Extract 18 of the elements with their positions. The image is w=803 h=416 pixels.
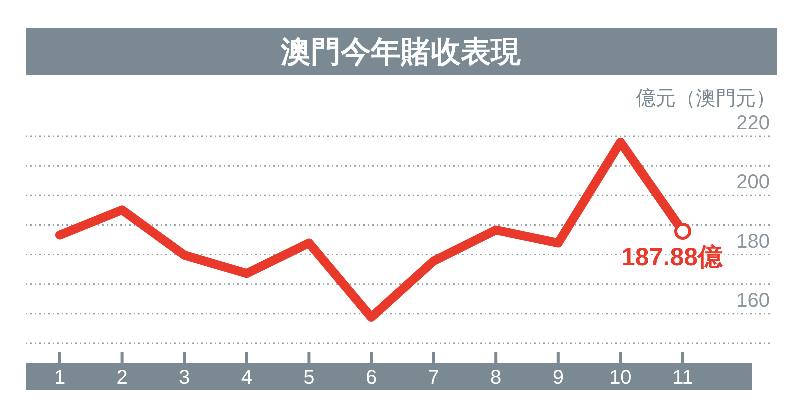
y-tick-label: 220 xyxy=(736,112,770,134)
x-tick-label: 8 xyxy=(490,367,502,389)
x-tick-label: 7 xyxy=(428,367,440,389)
y-tick-label: 200 xyxy=(736,172,770,194)
x-tick-label: 2 xyxy=(116,367,128,389)
x-tick-label: 9 xyxy=(552,367,564,389)
x-tick-label: 4 xyxy=(241,367,252,389)
y-tick-label: 160 xyxy=(736,290,770,312)
x-tick-label: 3 xyxy=(179,367,190,389)
annotation: 187.88億 xyxy=(622,243,724,272)
x-tick-label: 5 xyxy=(304,367,315,389)
x-tick-label: 11 xyxy=(672,367,694,389)
x-tick-label: 1 xyxy=(54,367,66,389)
x-tick-label: 10 xyxy=(610,367,632,389)
x-tick-label: 6 xyxy=(366,367,378,389)
y-tick-label: 180 xyxy=(736,230,770,253)
chart-title: 澳門今年賭收表現 xyxy=(280,36,522,69)
y-axis-title: 億元（澳門元） xyxy=(636,88,776,110)
